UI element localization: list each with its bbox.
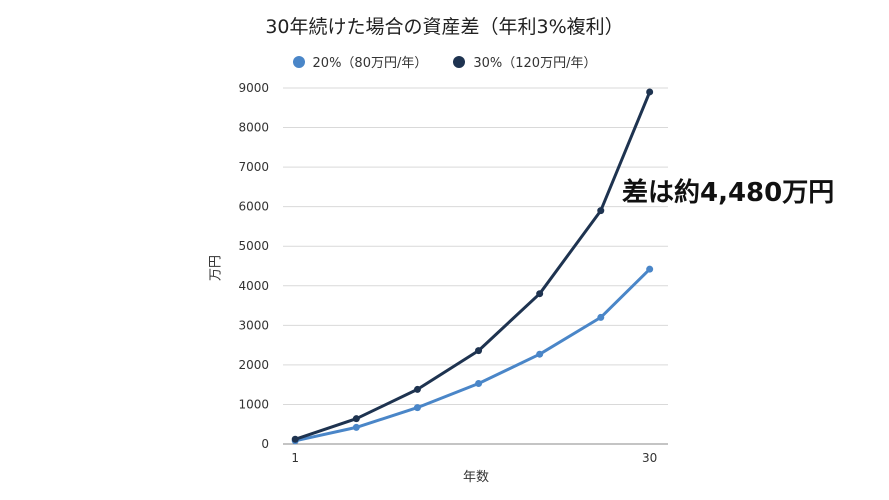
- y-tick-label-9000: 9000: [238, 81, 269, 95]
- data-point-series-2-1: [291, 435, 299, 443]
- x-tick-label-30: 30: [642, 451, 657, 465]
- legend-label-series-2: 30%（120万円/年）: [473, 56, 597, 71]
- y-tick-label-1000: 1000: [238, 397, 269, 411]
- y-tick-label-8000: 8000: [238, 121, 269, 135]
- data-point-series-2-5: [536, 290, 544, 298]
- y-tick-label-6000: 6000: [238, 200, 269, 214]
- data-point-series-1-2: [352, 423, 360, 431]
- data-point-series-2-6: [597, 207, 605, 215]
- y-tick-label-0: 0: [261, 437, 269, 451]
- legend-marker-series-2: [453, 55, 466, 68]
- data-point-series-1-5: [536, 350, 544, 358]
- legend-item-series-2[interactable]: 30%（120万円/年）: [453, 52, 596, 71]
- y-tick-label-3000: 3000: [238, 318, 269, 332]
- y-tick-label-2000: 2000: [238, 358, 269, 372]
- data-point-series-2-3: [413, 385, 421, 393]
- y-tick-label-5000: 5000: [238, 239, 269, 253]
- difference-annotation: 差は約4,480万円: [622, 178, 835, 208]
- data-point-series-2-4: [475, 347, 483, 355]
- data-point-series-2-7: [646, 88, 654, 96]
- chart-title: 30年続けた場合の資産差（年利3%複利）: [265, 16, 624, 38]
- x-tick-label-1: 1: [291, 451, 299, 465]
- data-point-series-1-6: [597, 313, 605, 321]
- y-tick-label-4000: 4000: [238, 279, 269, 293]
- data-point-series-1-3: [413, 404, 421, 412]
- legend-label-series-1: 20%（80万円/年）: [312, 56, 428, 71]
- legend-marker-series-1: [292, 55, 305, 68]
- y-tick-label-7000: 7000: [238, 160, 269, 174]
- x-axis-label: 年数: [462, 470, 490, 485]
- legend-item-series-1[interactable]: 20%（80万円/年）: [292, 52, 428, 71]
- data-point-series-1-4: [475, 379, 483, 387]
- data-point-series-2-2: [352, 415, 360, 423]
- data-point-series-1-7: [646, 265, 654, 273]
- legend: 20%（80万円/年） 30%（120万円/年）: [0, 52, 889, 71]
